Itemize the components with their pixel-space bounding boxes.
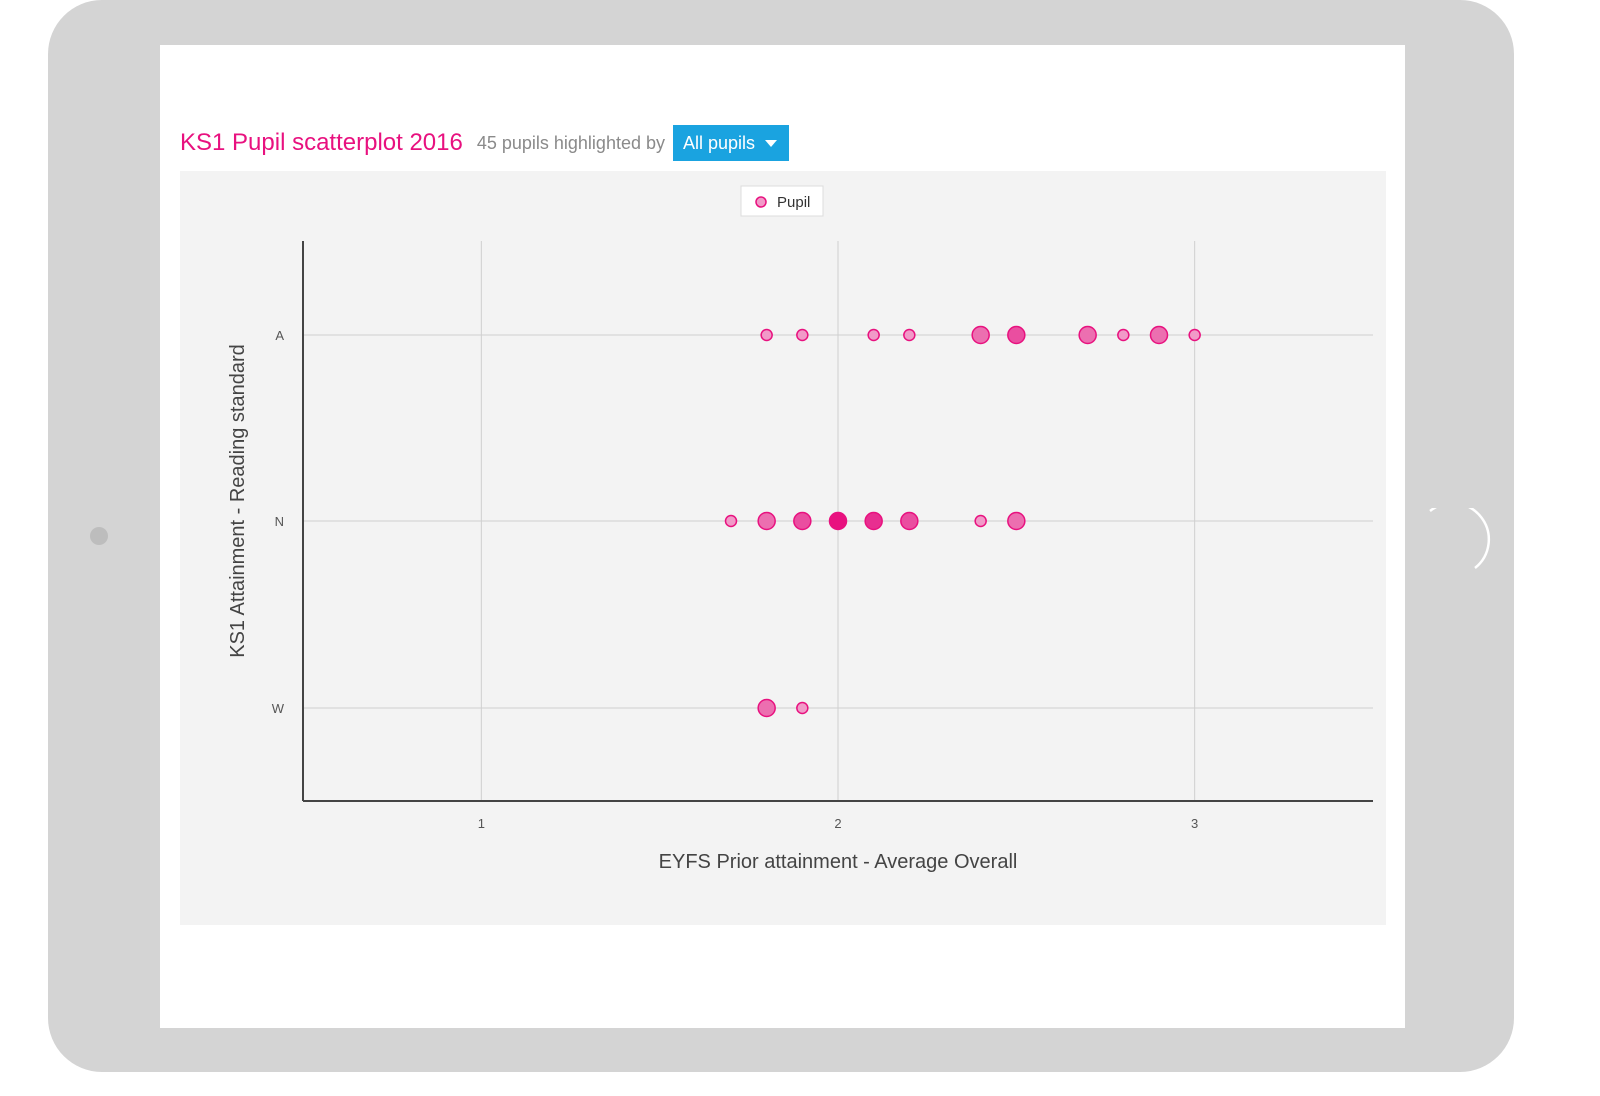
data-points (724, 325, 1201, 718)
data-point (903, 328, 916, 342)
data-point (796, 328, 809, 342)
chart-panel: Pupil 1 2 3 W N A EYFS Prior attainment - Ave… (180, 171, 1386, 925)
data-point (867, 328, 880, 342)
x-axis-label: EYFS Prior attainment - Average Overall (659, 851, 1018, 873)
legend-label: Pupil (777, 194, 810, 211)
data-point (1188, 328, 1201, 342)
chart-header: KS1 Pupil scatterplot 2016 45 pupils hig… (180, 125, 790, 161)
data-point (974, 514, 987, 528)
data-point (1078, 325, 1097, 345)
y-axis-label: KS1 Attainment - Reading standard (227, 344, 249, 658)
data-point (1117, 328, 1130, 342)
legend-marker (755, 196, 767, 208)
y-tick-label: W (272, 701, 285, 716)
highlight-caption: 45 pupils highlighted by (476, 132, 665, 153)
screen: KS1 Pupil scatterplot 2016 45 pupils hig… (160, 45, 1405, 1028)
legend-box (740, 185, 824, 217)
tick-labels: 1 2 3 W N A (272, 328, 1199, 831)
x-tick-label: 3 (1191, 816, 1198, 831)
data-point (757, 511, 776, 531)
x-tick-label: 1 (478, 816, 485, 831)
pupil-filter-dropdown[interactable]: All pupils (672, 125, 790, 161)
data-point (1149, 325, 1169, 345)
y-tick-label: A (275, 328, 284, 343)
pupil-filter-label: All pupils (682, 132, 756, 153)
home-button-arc-icon (1429, 508, 1491, 569)
x-tick-label: 2 (834, 816, 841, 831)
data-point (1007, 511, 1026, 531)
camera-dot (90, 527, 108, 545)
data-point (1007, 325, 1026, 345)
legend[interactable]: Pupil (740, 185, 824, 217)
data-point (900, 511, 919, 531)
data-point (793, 511, 812, 531)
data-point (760, 328, 773, 342)
data-point (864, 511, 883, 531)
data-point (796, 701, 809, 715)
data-point (971, 325, 990, 345)
y-tick-label: N (275, 514, 284, 529)
chevron-down-icon (765, 139, 778, 147)
axes (302, 241, 1373, 802)
chart-title: KS1 Pupil scatterplot 2016 (180, 129, 463, 156)
data-point (724, 514, 738, 528)
scatter-chart: Pupil 1 2 3 W N A EYFS Prior attainment - Ave… (227, 185, 1373, 873)
data-point (828, 511, 848, 531)
data-point (757, 698, 776, 718)
